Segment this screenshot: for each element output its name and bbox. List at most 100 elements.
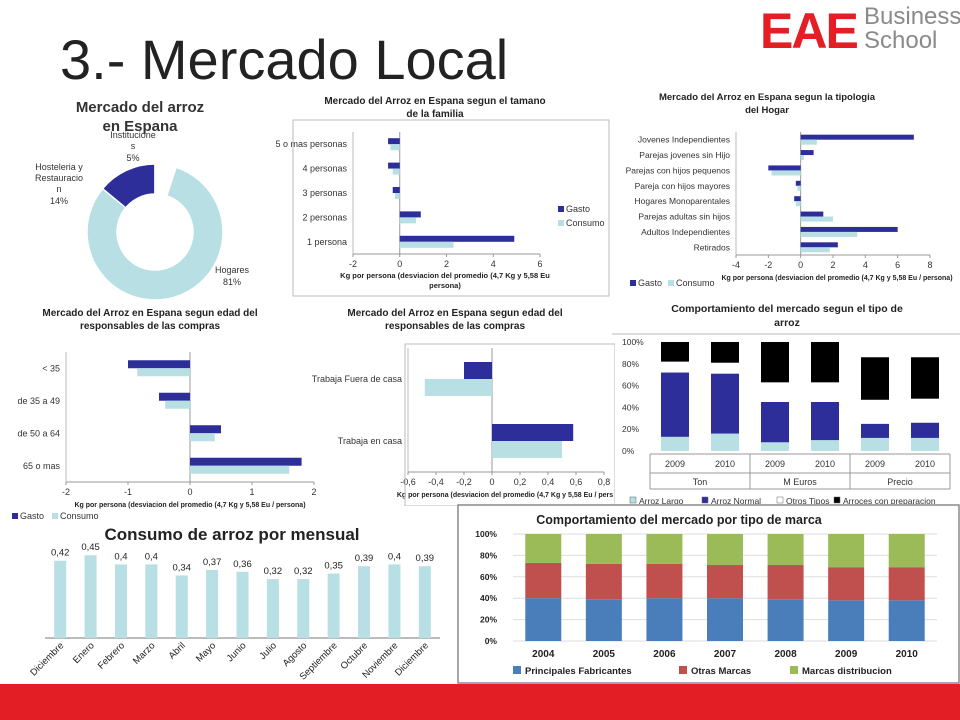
x-tick-label: 8 — [927, 260, 932, 270]
x-axis-label: Kg por persona (desviacion del promedio … — [721, 275, 952, 282]
category-label: 1 persona — [307, 237, 347, 247]
bar-segment — [888, 534, 925, 568]
category-label: 3 personas — [302, 188, 347, 198]
legend-swatch — [630, 280, 636, 286]
legend-label: Gasto — [638, 278, 662, 288]
category-label: 2008 — [774, 649, 797, 660]
bar-consumo — [771, 170, 801, 176]
x-tick-label: -2 — [62, 487, 70, 497]
x-tick-label: 0,8 — [598, 477, 611, 487]
legend-swatch — [52, 513, 58, 519]
bar-gasto — [388, 138, 400, 145]
bar-segment — [707, 534, 743, 566]
bar-segment — [861, 437, 889, 451]
x-tick-label: -0,4 — [428, 477, 444, 487]
bar-segment — [525, 562, 562, 599]
slice-label: Hosteleria y — [35, 162, 83, 172]
chart-title: Mercado del Arroz en Espana segun edad d… — [42, 308, 257, 319]
x-tick-label: 2 — [830, 260, 835, 270]
legend-label: Consumo — [566, 218, 605, 228]
bar — [418, 566, 431, 638]
legend-label: Consumo — [60, 511, 99, 521]
legend-swatch — [776, 496, 784, 504]
chart-title: Comportamiento del mercado por tipo de m… — [536, 513, 823, 527]
bar-segment — [911, 357, 939, 399]
category-label: 2009 — [665, 459, 685, 469]
legend-swatch — [558, 206, 564, 212]
data-label: 0,4 — [145, 551, 158, 562]
x-axis-label: Kg por persona (desviacion del promedio … — [74, 502, 305, 509]
legend-label: Principales Fabricantes — [525, 666, 632, 677]
x-tick-label: 4 — [863, 260, 868, 270]
slice-label: Restauracio — [35, 173, 83, 183]
bar-segment — [861, 423, 889, 438]
category-label: Diciembre — [393, 640, 431, 678]
slice-label: Hogares — [215, 265, 250, 275]
bar-segment — [888, 600, 925, 641]
x-tick-label: -0,2 — [456, 477, 472, 487]
category-label: Julio — [257, 640, 279, 662]
x-tick-label: -2 — [349, 259, 357, 269]
bar-segment — [646, 534, 683, 564]
bar-segment — [767, 565, 804, 600]
chart-title: arroz — [774, 317, 800, 329]
legend-swatch — [790, 666, 798, 674]
category-label: Trabaja Fuera de casa — [312, 374, 402, 384]
bar-gasto — [399, 235, 515, 242]
data-label: 0,32 — [264, 566, 283, 577]
data-label: 0,35 — [324, 561, 343, 572]
legend-swatch — [668, 280, 674, 286]
legend-swatch — [513, 666, 521, 674]
group-label: Ton — [693, 477, 708, 487]
bar — [297, 579, 310, 638]
x-tick-label: 6 — [537, 259, 542, 269]
category-label: 2009 — [835, 649, 858, 660]
bar-consumo — [137, 368, 190, 377]
data-label: 0,34 — [172, 562, 191, 573]
chart-title: de la familia — [406, 109, 464, 120]
y-tick-label: 100% — [622, 337, 644, 347]
category-label: 2009 — [865, 459, 885, 469]
bar-segment — [911, 422, 939, 438]
bar — [114, 564, 127, 638]
bar-segment — [661, 372, 689, 437]
x-tick-label: 6 — [895, 260, 900, 270]
bar-gasto — [128, 360, 190, 369]
donut-chart: Mercado del arroz en Espana Hogares 81% Host… — [35, 99, 250, 301]
y-tick-label: 40% — [622, 402, 639, 412]
y-tick-label: 100% — [475, 529, 497, 539]
legend-swatch — [629, 496, 637, 504]
category-label: Abril — [167, 640, 188, 661]
category-label: 2010 — [715, 459, 735, 469]
bar — [84, 555, 97, 638]
bar-segment — [828, 534, 865, 568]
category-label: Marzo — [131, 640, 157, 666]
y-tick-label: 60% — [480, 572, 497, 582]
chart-title: Consumo de arroz por mensual — [104, 525, 359, 544]
bar-segment — [811, 342, 839, 383]
bar-segment — [888, 567, 925, 601]
x-tick-label: -1 — [124, 487, 132, 497]
data-label: 0,37 — [203, 557, 222, 568]
bar-segment — [761, 342, 789, 383]
legend-label: Gasto — [566, 204, 590, 214]
category-label: 2006 — [653, 649, 676, 660]
category-label: < 35 — [42, 363, 60, 373]
bar-consumo — [795, 201, 801, 207]
category-label: Retirados — [694, 242, 730, 252]
chart-title: Mercado del Arroz en Espana segun la tip… — [659, 92, 876, 103]
category-label: 2005 — [593, 649, 616, 660]
x-axis-label: Kg por persona (desviacion del promedio … — [397, 492, 613, 499]
x-tick-label: -0,6 — [400, 477, 416, 487]
bar-consumo — [800, 155, 804, 161]
y-tick-label: 40% — [480, 593, 497, 603]
bar-segment — [585, 563, 622, 600]
donut-slice — [154, 163, 177, 197]
bottom-brand-bar — [0, 684, 960, 720]
bar-consumo — [399, 241, 454, 248]
chart-title: Mercado del arroz — [76, 99, 204, 116]
bar-gasto — [800, 242, 838, 248]
bar-segment — [707, 565, 743, 599]
legend-label: Otros Tipos — [786, 496, 829, 504]
bar-segment — [811, 401, 839, 441]
